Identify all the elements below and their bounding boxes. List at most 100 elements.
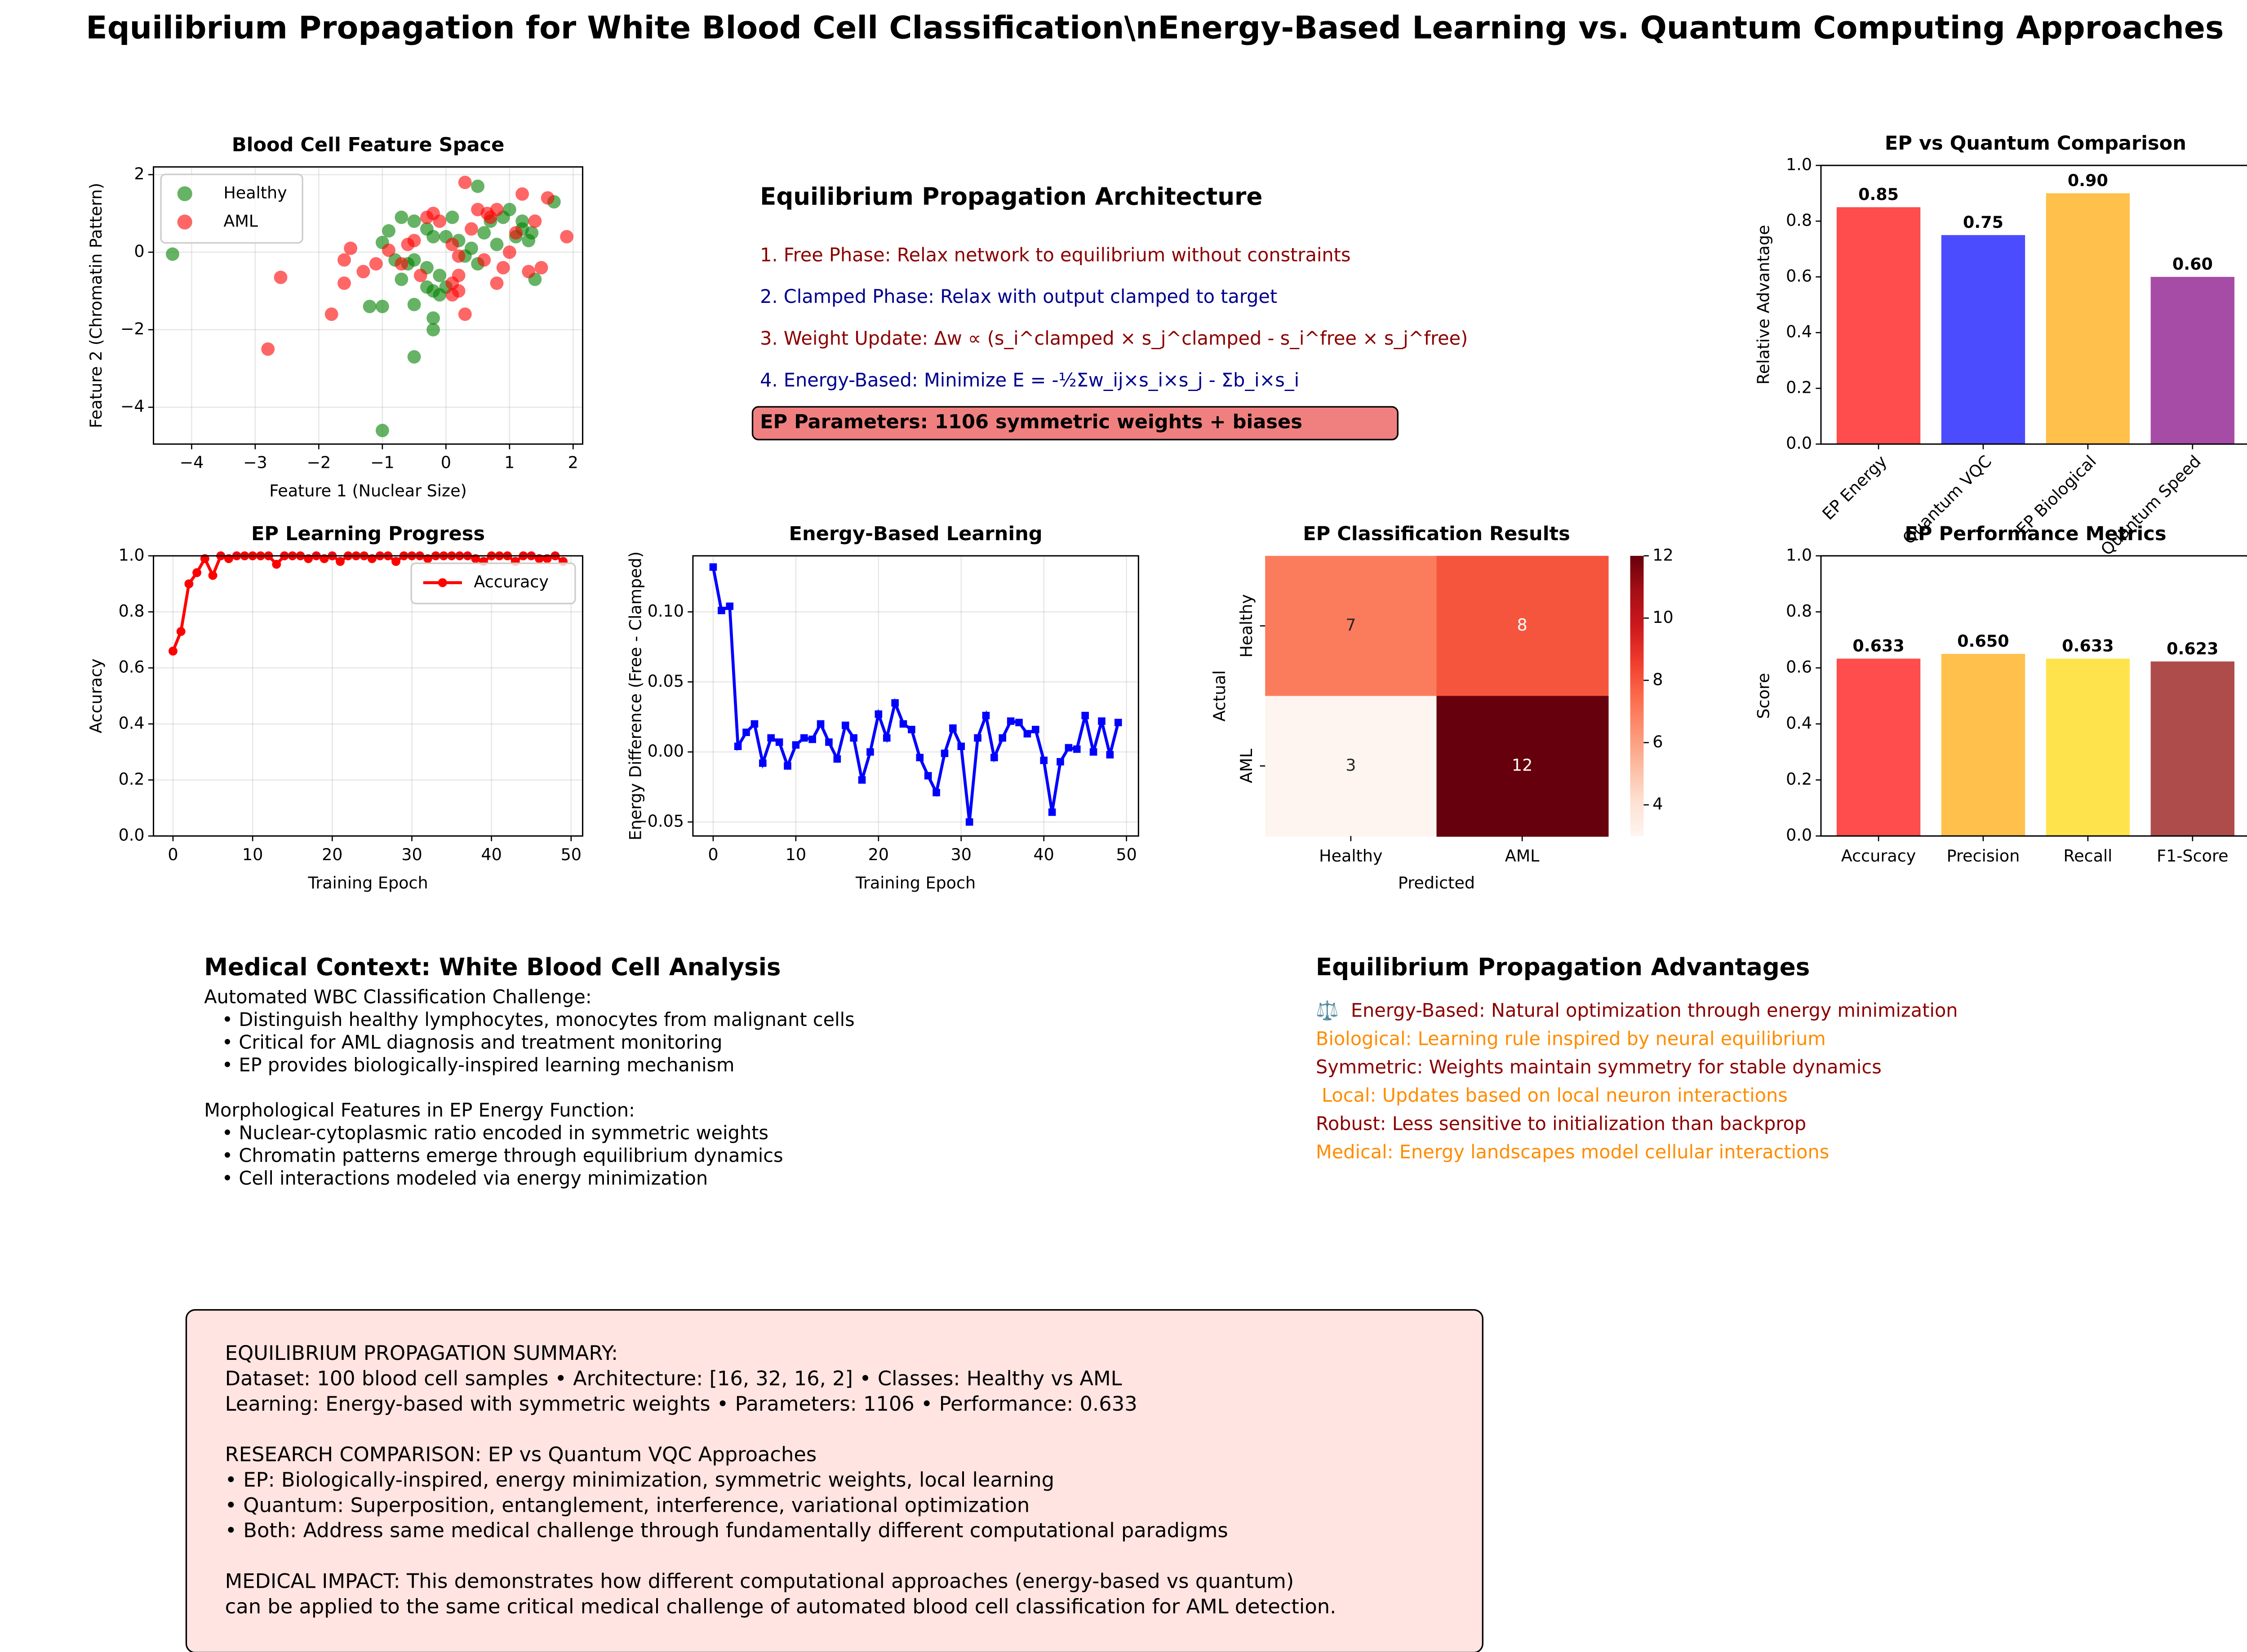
line-marker [825, 738, 833, 746]
line-marker [841, 721, 849, 729]
y-tick-label: 0.00 [648, 742, 684, 761]
line-marker [908, 726, 915, 733]
line-marker [1081, 711, 1089, 719]
heatmap-cell [1265, 696, 1438, 837]
legend-label: Healthy [223, 183, 287, 203]
line-marker [1032, 726, 1039, 733]
line-marker [391, 557, 400, 566]
y-tick-label: −0.05 [634, 812, 684, 831]
line-marker [709, 563, 717, 571]
y-axis-label: Score [1754, 673, 1773, 719]
scatter-point [496, 261, 510, 275]
scatter-point [426, 323, 440, 337]
y-tick-label: 0.8 [119, 601, 145, 621]
y-tick-label: 0.6 [1786, 657, 1812, 677]
line-marker [336, 557, 345, 566]
advantage-line: Local: Updates based on local neuron int… [1316, 1084, 1788, 1106]
y-axis-label: Actual [1210, 670, 1229, 721]
context-line: Automated WBC Classification Challenge: [204, 986, 591, 1008]
scatter-point [395, 272, 409, 286]
y-tick-label: 0 [134, 242, 144, 261]
y-tick-label: 0.4 [119, 713, 145, 733]
y-tick-label: 0.8 [1786, 601, 1812, 621]
summary-line: RESEARCH COMPARISON: EP vs Quantum VQC A… [225, 1443, 817, 1466]
bar-value-label: 0.633 [2062, 636, 2114, 656]
scatter-point [528, 214, 542, 228]
y-tick-label: 0.6 [1786, 266, 1812, 286]
scatter-point [509, 226, 523, 240]
heatmap-cell [1436, 696, 1609, 837]
scatter-point [433, 214, 447, 228]
line-marker [875, 710, 883, 718]
y-tick-label: AML [1237, 748, 1256, 783]
line-marker [974, 734, 981, 742]
context-line: • Critical for AML diagnosis and treatme… [204, 1031, 722, 1053]
figure-title: Equilibrium Propagation for White Blood … [86, 9, 2224, 46]
cell-label: 3 [1346, 755, 1356, 775]
scatter-point [490, 237, 504, 251]
advantage-line: Robust: Less sensitive to initialization… [1316, 1113, 1806, 1134]
line-marker [742, 728, 750, 736]
y-tick-label: 0.4 [1786, 322, 1812, 342]
architecture-step: 2. Clamped Phase: Relax with output clam… [760, 286, 1277, 307]
axes-frame [1820, 555, 2247, 837]
summary-box [185, 1309, 1483, 1652]
line-marker [1040, 756, 1048, 764]
x-axis-label: Feature 1 (Nuclear Size) [269, 481, 466, 501]
line-marker [1089, 748, 1097, 756]
line-marker [850, 734, 857, 742]
legend-marker [177, 214, 192, 230]
line-marker [168, 646, 178, 656]
line-marker [965, 818, 973, 826]
y-tick-label: 0.6 [119, 657, 145, 677]
bar [1941, 654, 2025, 836]
line-marker [784, 762, 791, 770]
context-line: • Chromatin patterns emerge through equi… [204, 1145, 783, 1166]
x-tick-label: 10 [242, 845, 263, 864]
line-marker [833, 755, 841, 763]
scatter-point [382, 224, 395, 238]
colorbar-tick-label: 8 [1652, 670, 1663, 689]
x-tick-label: 1 [504, 453, 515, 472]
summary-line: Learning: Energy-based with symmetric we… [225, 1392, 1137, 1416]
scatter-point [464, 222, 478, 236]
axes-frame [1820, 164, 2247, 445]
context-line: • Cell interactions modeled via energy m… [204, 1168, 708, 1189]
context-line: • EP provides biologically-inspired lear… [204, 1054, 734, 1076]
x-tick-label: Recall [2064, 846, 2113, 866]
line-marker [933, 789, 940, 796]
scatter-point [541, 191, 555, 205]
line-marker [767, 734, 775, 742]
scatter-point [337, 276, 351, 290]
y-tick-label: −2 [120, 319, 145, 338]
heatmap-cell [1265, 555, 1438, 697]
line-marker [1065, 744, 1073, 752]
x-tick-label: Accuracy [1841, 846, 1916, 866]
scatter-point [515, 214, 529, 228]
y-tick-label: 0.4 [1786, 713, 1812, 733]
scatter-point [407, 234, 421, 248]
cell-label: 7 [1346, 615, 1356, 635]
advantage-line: ⚖️ Energy-Based: Natural optimization th… [1316, 999, 1958, 1021]
y-tick-label: 0.10 [648, 601, 684, 621]
context-line: • Distinguish healthy lymphocytes, monoc… [204, 1009, 854, 1030]
parameter-box [751, 406, 1399, 440]
bar [1836, 658, 1921, 836]
line-marker [272, 560, 281, 569]
scatter-point [433, 268, 447, 282]
line-marker [982, 711, 990, 719]
line-marker [924, 772, 932, 780]
cell-label: 12 [1512, 755, 1532, 775]
line-marker [999, 734, 1007, 742]
legend-label: AML [223, 212, 258, 231]
y-tick-label: −4 [120, 397, 145, 416]
y-tick-label: 1.0 [119, 545, 145, 564]
scatter-point [407, 298, 421, 311]
x-axis-label: Predicted [1398, 873, 1475, 893]
y-tick-label: 1.0 [1786, 155, 1812, 174]
scatter-point [375, 300, 389, 313]
scatter-point [525, 226, 539, 240]
line-marker [775, 738, 783, 746]
heatmap-cell [1436, 555, 1609, 697]
legend-marker [177, 186, 192, 201]
